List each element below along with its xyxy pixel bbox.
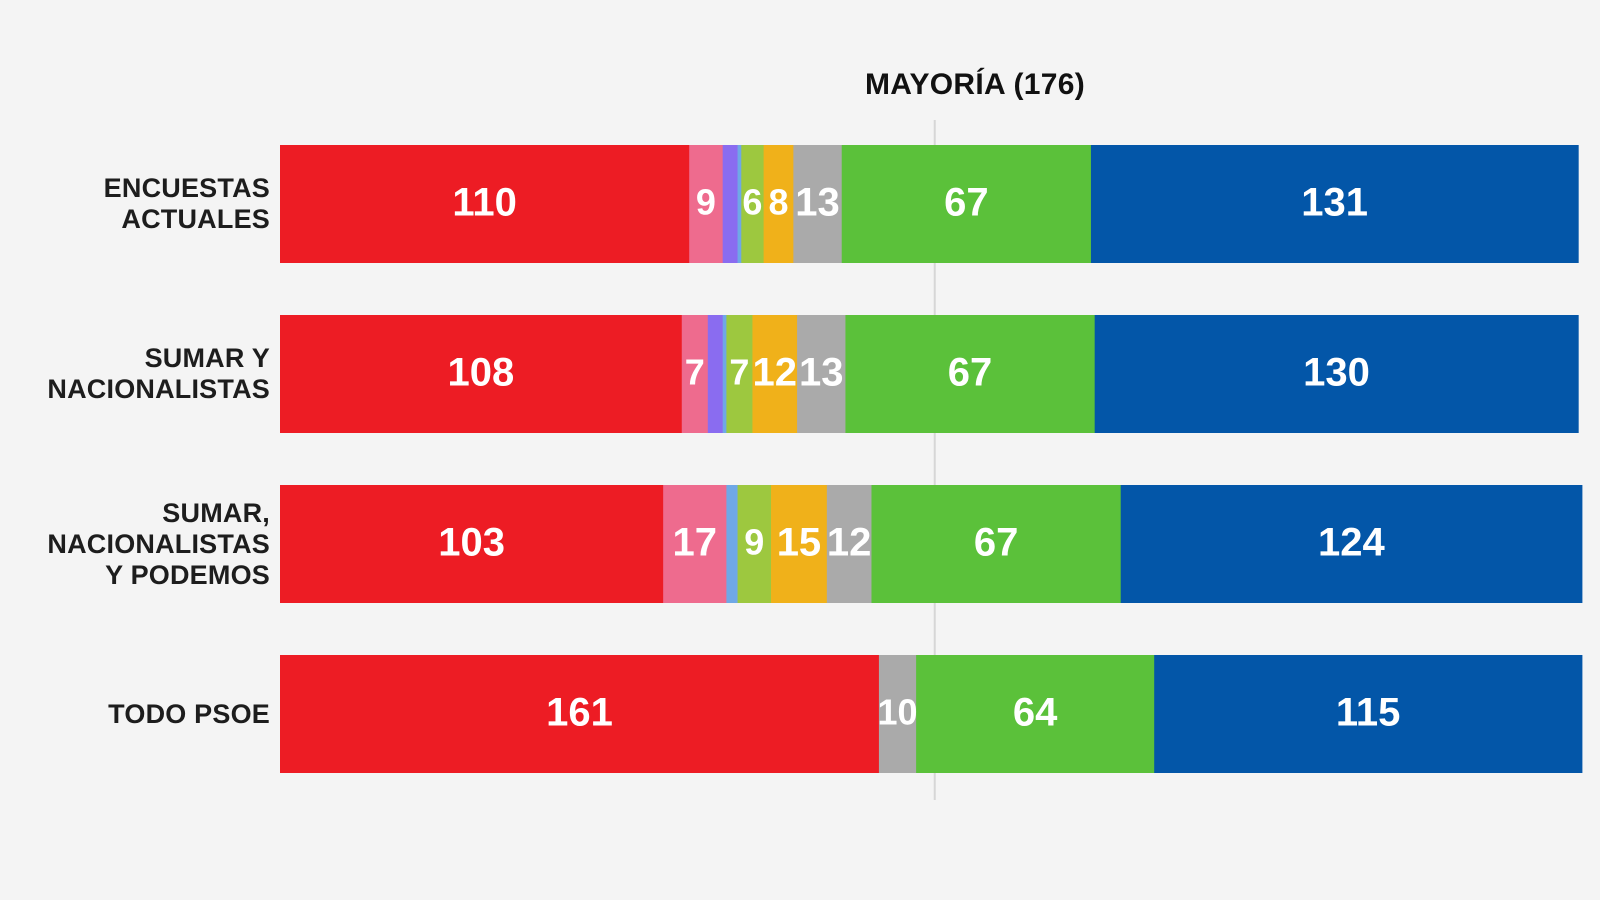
bar-segment — [797, 315, 846, 433]
data-label: 12 — [827, 521, 872, 565]
data-label: 67 — [944, 181, 989, 225]
data-label: 103 — [438, 521, 505, 565]
bar-segment — [280, 315, 683, 433]
data-label: 9 — [696, 182, 716, 223]
bar-segment — [916, 655, 1155, 773]
bar-segment — [663, 485, 727, 603]
bar-segment — [1090, 145, 1579, 263]
bar-segment — [689, 145, 724, 263]
row-label: SUMAR Y NACIONALISTAS — [0, 343, 270, 405]
bar-segment — [681, 315, 709, 433]
data-label: 67 — [974, 521, 1019, 565]
bar-segment — [752, 315, 798, 433]
bar-segment — [1154, 655, 1583, 773]
row-label-line: SUMAR, — [162, 497, 270, 528]
data-label: 7 — [729, 352, 749, 393]
bar-segment — [845, 315, 1096, 433]
bar-segment — [722, 145, 738, 263]
data-label: 13 — [795, 181, 840, 225]
data-label: 64 — [1013, 691, 1058, 735]
bar-segment — [763, 145, 794, 263]
row-label-line: NACIONALISTAS — [47, 528, 270, 559]
data-label: 161 — [546, 691, 613, 735]
data-label: 110 — [452, 181, 517, 225]
data-label: 12 — [753, 351, 798, 395]
bar-segment — [722, 315, 727, 433]
bar-segment — [737, 145, 742, 263]
bar-segment — [878, 655, 917, 773]
majority-label: MAYORÍA (176) — [864, 68, 1086, 101]
data-label: 6 — [742, 182, 762, 223]
bar-segment — [871, 485, 1122, 603]
row-label-line: ENCUESTAS — [103, 173, 270, 203]
data-label: 67 — [948, 351, 993, 395]
data-label: 13 — [799, 351, 844, 395]
data-label: 131 — [1301, 181, 1368, 225]
bar-segment — [280, 145, 690, 263]
row-label-line: Y PODEMOS — [105, 559, 270, 590]
data-label: 9 — [744, 522, 764, 563]
bar-segment — [771, 485, 828, 603]
bar-segment — [726, 485, 738, 603]
data-label: 115 — [1336, 691, 1401, 735]
bar-segment — [280, 485, 664, 603]
row-label-line: SUMAR Y — [144, 343, 270, 373]
bar-segment — [826, 485, 872, 603]
bar-segment — [841, 145, 1092, 263]
data-label: 7 — [685, 352, 705, 393]
data-label: 8 — [768, 182, 788, 223]
data-label: 17 — [673, 521, 718, 565]
data-label: 124 — [1318, 521, 1385, 565]
data-label: 130 — [1303, 351, 1370, 395]
bar-segment — [737, 485, 772, 603]
bar-segment — [1120, 485, 1583, 603]
row-label-line: ACTUALES — [121, 204, 270, 234]
bar-segment — [1094, 315, 1579, 433]
bar-segment — [793, 145, 843, 263]
row-label-line: TODO PSOE — [108, 698, 270, 729]
bar-segment — [741, 145, 764, 263]
bar-segment — [707, 315, 724, 433]
row-label: SUMAR, NACIONALISTAS Y PODEMOS — [0, 498, 270, 591]
data-label: 15 — [777, 521, 822, 565]
bar-segment — [280, 655, 880, 773]
data-label: 10 — [877, 692, 917, 733]
data-label: 108 — [448, 351, 515, 395]
row-label: TODO PSOE — [0, 699, 270, 730]
row-label-line: NACIONALISTAS — [47, 374, 270, 404]
bar-segment — [726, 315, 753, 433]
row-label: ENCUESTAS ACTUALES — [0, 173, 270, 235]
